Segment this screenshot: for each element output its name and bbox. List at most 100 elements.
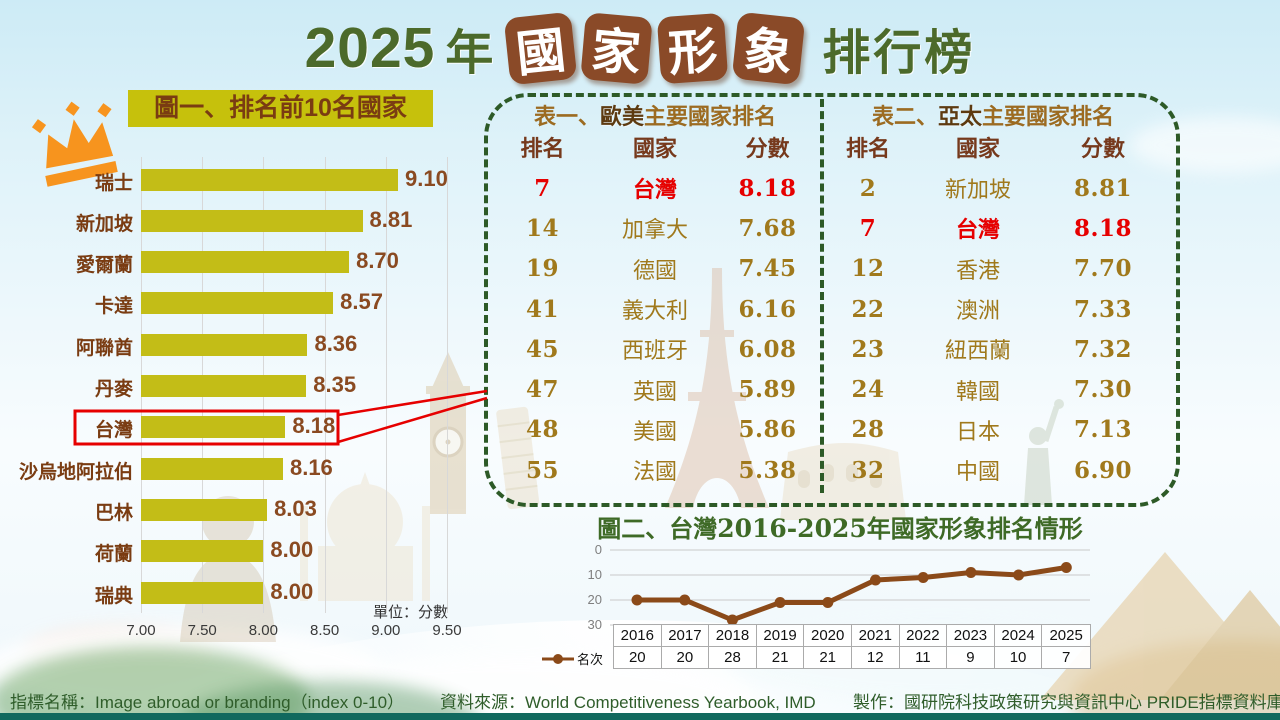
score-cell: 7.70: [1073, 255, 1133, 283]
bar-chart-gridline: [447, 157, 448, 613]
rank-value-cell: 28: [709, 647, 757, 668]
axis-tick-label: 7.50: [187, 622, 217, 639]
line-dot-marker-icon: [542, 653, 574, 664]
rank-point: [917, 572, 929, 583]
year-cell: 2018: [709, 625, 757, 646]
table-column-header: 排名: [520, 136, 565, 161]
table-column-header: 分數: [1080, 136, 1125, 161]
country-cell: 法國: [632, 459, 677, 485]
rank-point: [1060, 562, 1072, 573]
rank-value-cell: 7: [1042, 647, 1090, 668]
table-column-header: 國家: [632, 136, 677, 161]
bar-category-label: 卡達: [94, 296, 133, 318]
year-cell: 2021: [851, 625, 900, 646]
table-column-header: 國家: [955, 136, 1000, 161]
rank-point: [870, 574, 881, 586]
table1-header-row: 排名 國家 分數: [490, 131, 820, 163]
score-cell: 7.13: [1073, 416, 1133, 444]
figure1-header: 圖一、排名前10名國家: [128, 90, 433, 127]
footer-indicator: 指標名稱：Image abroad or branding（index 0-10…: [10, 693, 405, 712]
rank-value-cell: 12: [851, 647, 900, 668]
rank-point: [631, 594, 643, 606]
rank-value-cell: 21: [804, 647, 852, 668]
bar-chart-gridline: [324, 157, 326, 613]
bar: [141, 540, 264, 563]
rank-value-cell: 20: [661, 647, 710, 668]
rank-cell: 23: [851, 335, 885, 363]
rank-cell: 12: [851, 255, 885, 283]
table1-title-suffix: 主要國家排名: [644, 104, 777, 129]
title-year-suffix: 年: [445, 27, 494, 80]
rank-value-cell: 10: [994, 647, 1043, 668]
bar-value-label: 9.10: [405, 165, 448, 191]
rank-cell: 28: [851, 416, 885, 444]
rank-cell: 7: [859, 214, 877, 242]
bar-category-label: 丹麥: [94, 379, 133, 400]
country-cell: 美國: [632, 418, 677, 444]
y-tick-label: 30: [588, 617, 602, 632]
year-cell: 2016: [614, 625, 662, 646]
bar: [141, 457, 283, 480]
country-cell: 德國: [632, 257, 677, 283]
bar-value-label: 8.35: [313, 372, 357, 397]
figure2-title: 圖二、台灣2016-2025年國家形象排名情形: [560, 509, 1120, 544]
year-cell: 2022: [899, 625, 948, 646]
score-cell: 7.33: [1073, 295, 1133, 323]
table1-title: 表一、歐美主要國家排名: [490, 99, 820, 131]
title-year: 2025: [304, 16, 436, 80]
rank-cell: 14: [525, 214, 559, 242]
bar: [141, 375, 307, 397]
rank-line: [637, 565, 1067, 623]
table-column-header: 排名: [845, 136, 890, 161]
bar-chart-gridline: [385, 157, 387, 613]
figure2-title-suffix: 年國家形象排名情形: [866, 516, 1083, 543]
rank-value-row: 20 20 28 21 21 12 11 9 10 7: [613, 646, 1091, 669]
score-cell: 6.08: [738, 335, 797, 363]
y-tick-label: 20: [588, 592, 602, 607]
bar-value-label: 8.36: [314, 330, 358, 356]
bar: [141, 416, 286, 439]
table2-header-row: 排名 國家 分數: [828, 131, 1158, 163]
rank-point: [965, 567, 977, 578]
bar-category-label: 沙烏地阿拉伯: [18, 461, 133, 483]
y-tick-label: 10: [588, 567, 602, 582]
tables-panel: [484, 93, 1180, 507]
bar-value-label: 8.00: [270, 537, 314, 563]
country-cell: 澳洲: [955, 298, 1000, 324]
bar: [141, 209, 363, 232]
score-cell: 7.30: [1073, 376, 1133, 404]
bar: [141, 168, 399, 191]
country-cell: 台灣: [955, 217, 1000, 243]
country-cell: 中國: [955, 459, 1000, 485]
rank-point: [822, 597, 834, 608]
footer-source: 資料來源：World Competitiveness Yearbook, IMD: [440, 693, 816, 712]
bar-category-label: 台灣: [94, 420, 133, 442]
bar-value-label: 8.18: [292, 413, 336, 439]
rank-point: [679, 594, 691, 606]
axis-tick-label: 7.00: [126, 622, 156, 639]
score-cell: 5.86: [738, 416, 797, 444]
y-tick-label: 0: [595, 542, 602, 557]
score-cell: 7.32: [1073, 335, 1133, 363]
country-cell: 紐西蘭: [944, 338, 1011, 364]
rank-value-cell: 21: [756, 647, 805, 668]
score-cell: 6.16: [738, 295, 797, 323]
country-cell: 台灣: [632, 177, 677, 203]
rank-cell: 48: [525, 416, 559, 444]
rank-cell: 24: [851, 376, 885, 404]
rank-value-cell: 9: [947, 647, 995, 668]
score-cell: 5.38: [738, 456, 797, 484]
score-cell: 6.90: [1073, 456, 1133, 484]
year-cell: 2023: [947, 625, 995, 646]
title-tail: 排行榜: [822, 27, 976, 80]
axis-tick-label: 8.50: [309, 622, 340, 639]
country-cell: 香港: [955, 257, 1000, 283]
bar: [141, 292, 334, 315]
table2-title-region: 亞太: [937, 104, 982, 129]
rank-cell: 45: [525, 335, 559, 363]
country-cell: 西班牙: [621, 338, 688, 364]
score-cell: 8.18: [1073, 214, 1133, 242]
country-cell: 加拿大: [621, 217, 688, 243]
table1-title-prefix: 表一、: [533, 104, 600, 129]
line-chart: 0 10 20 30: [588, 542, 1090, 632]
